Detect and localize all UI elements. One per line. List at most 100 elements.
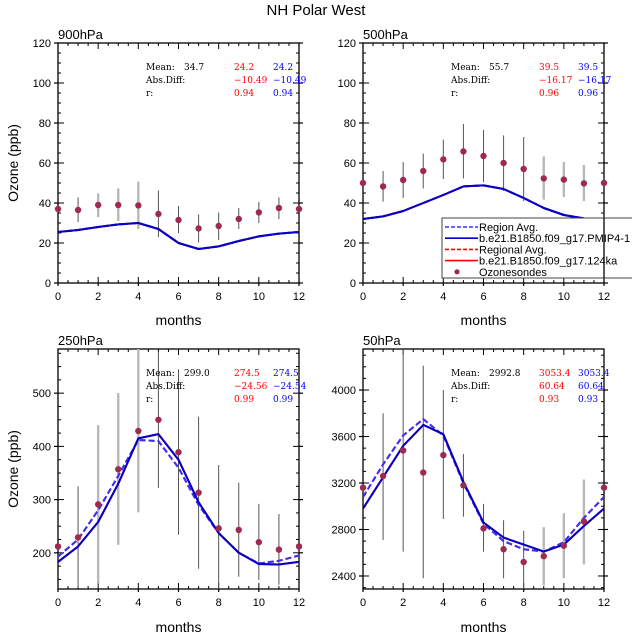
stat-mean-label: Mean: — [146, 369, 175, 379]
y-tick-label: 4000 — [332, 385, 356, 397]
ozonesonde-point — [155, 210, 162, 218]
ozonesonde-point — [480, 152, 487, 160]
stat-r-label: r: — [146, 395, 153, 405]
x-tick-label: 10 — [558, 291, 570, 303]
ozonesonde-point — [560, 176, 568, 183]
stat-red-mean: 274.5 — [234, 369, 260, 379]
stats-block: Mean: 55.7 39.5 39.5 Abs.Diff: −16.17 −16.17 r:… — [450, 63, 612, 99]
ozonesonde-point — [520, 165, 527, 173]
stat-blue-mean: 3053.4 — [578, 369, 610, 379]
ozonesonde-point — [235, 215, 242, 223]
series-line-b-e21-b1850-f09-g17-124ka — [363, 184, 604, 220]
stat-blue-mean: 24.2 — [273, 63, 293, 73]
panel-title: 500hPa — [363, 27, 409, 42]
stat-red-absdiff: −24.56 — [234, 382, 268, 392]
ozonesonde-point — [115, 466, 122, 473]
ozonesonde-point — [295, 205, 303, 213]
ozonesonde-point — [460, 148, 467, 155]
y-tick-label: 100 — [338, 78, 356, 90]
stat-blue-absdiff: 60.64 — [578, 382, 604, 392]
ozonesonde-point — [420, 469, 427, 476]
y-tick-label: 60 — [39, 158, 51, 170]
panel-900hPa: 900hPa 0 2 4 6 8 10 12 months 0 20 40 60 80 100 120 Ozon… — [5, 27, 307, 328]
y-tick-label: 2800 — [332, 524, 356, 536]
plot-area — [58, 181, 299, 250]
y-tick-label: 200 — [33, 548, 51, 560]
ozonesonde-point — [560, 542, 568, 549]
x-tick-label: 4 — [440, 291, 446, 303]
series-line-region-avg- — [363, 184, 604, 220]
y-tick-label: 60 — [344, 158, 356, 170]
stat-absdiff-label: Abs.Diff: — [450, 76, 490, 86]
ozonesonde-point — [275, 204, 283, 212]
ozonesonde-point — [359, 484, 367, 491]
y-tick-label: 2400 — [332, 571, 356, 583]
stats-block: Mean: 299.0 274.5 274.5 Abs.Diff: −24.56 −24.5… — [145, 369, 307, 405]
ozonesonde-point — [580, 180, 588, 187]
panel-title: 50hPa — [363, 333, 401, 348]
stat-absdiff-label: Abs.Diff: — [450, 382, 490, 392]
stat-red-mean: 24.2 — [234, 63, 254, 73]
stat-absdiff-label: Abs.Diff: — [145, 382, 185, 392]
ozonesonde-point — [440, 451, 447, 459]
ozonesonde-point — [600, 179, 608, 187]
y-tick-label: 120 — [33, 38, 51, 50]
y-axis-label: Ozone (ppb) — [5, 430, 21, 508]
stat-blue-r: 0.93 — [578, 395, 598, 405]
stat-red-r: 0.96 — [539, 89, 559, 99]
stat-blue-r: 0.94 — [273, 89, 293, 99]
ozonesonde-point — [94, 201, 102, 209]
ozonesonde-point — [235, 526, 242, 534]
stat-red-absdiff: −10.49 — [234, 76, 268, 86]
ozonesonde-point — [155, 416, 162, 423]
x-tick-label: 4 — [135, 291, 141, 303]
x-tick-label: 6 — [480, 597, 486, 609]
x-tick-label: 10 — [253, 597, 265, 609]
ozonesonde-point — [275, 546, 283, 553]
ozonesonde-point — [379, 472, 387, 480]
stats-block: Mean: 2992.8 3053.4 3053.4 Abs.Diff: 60.64 60.… — [450, 369, 610, 405]
ozonesonde-point — [420, 167, 427, 175]
y-tick-label: 0 — [45, 278, 51, 290]
ozonesonde-point — [399, 176, 407, 184]
series-line-b-e21-b1850-f09-g17-pmip4-1 — [58, 433, 299, 566]
ozonesonde-point — [520, 558, 527, 566]
y-tick-label: 300 — [33, 495, 51, 507]
ozonesonde-point — [195, 225, 202, 232]
stat-obs-mean: 299.0 — [184, 369, 210, 379]
ozonesonde-point — [74, 534, 82, 541]
stat-obs-mean: 34.7 — [184, 63, 204, 73]
stat-blue-absdiff: −16.17 — [578, 76, 612, 86]
x-tick-label: 4 — [135, 597, 141, 609]
ozonesonde-point — [215, 222, 222, 230]
ozonesonde-point — [440, 156, 447, 163]
panel-50hPa: 50hPa 0 2 4 6 8 10 12 months 2400 2800 3200 3600 4000… — [332, 333, 611, 635]
ozonesonde-point — [255, 538, 263, 546]
ozonesonde-point — [540, 553, 547, 560]
legend: Region Avg.b.e21.B1850.f09_g17.PMIP4-1Re… — [441, 217, 632, 279]
ozonesonde-point — [175, 216, 182, 224]
x-tick-label: 12 — [293, 597, 305, 609]
ozonesonde-point — [54, 543, 62, 550]
stat-blue-r: 0.96 — [578, 89, 598, 99]
legend-box — [441, 217, 632, 279]
y-tick-label: 20 — [39, 238, 51, 250]
ozonesonde-point — [399, 447, 407, 454]
panel-250hPa: 250hPa 0 2 4 6 8 10 12 months 200 300 400 500 Ozone (… — [5, 333, 307, 635]
x-tick-label: 12 — [598, 291, 610, 303]
x-axis-label: months — [461, 619, 507, 635]
y-tick-label: 100 — [33, 78, 51, 90]
y-tick-label: 20 — [344, 238, 356, 250]
x-tick-label: 8 — [216, 291, 222, 303]
legend-entry-label: b.e21.B1850.f09_g17.PMIP4-1 — [479, 233, 630, 245]
y-tick-label: 500 — [33, 388, 51, 400]
y-tick-label: 40 — [39, 198, 51, 210]
stat-r-label: r: — [146, 89, 153, 99]
ozonesonde-point — [540, 175, 547, 182]
legend-entry-label: Region Avg. — [479, 222, 538, 234]
stat-red-mean: 3053.4 — [539, 369, 571, 379]
ozonesonde-point — [54, 205, 62, 213]
series-line-regional-avg- — [363, 184, 604, 220]
y-tick-label: 0 — [350, 278, 356, 290]
stat-blue-absdiff: −24.54 — [273, 382, 307, 392]
